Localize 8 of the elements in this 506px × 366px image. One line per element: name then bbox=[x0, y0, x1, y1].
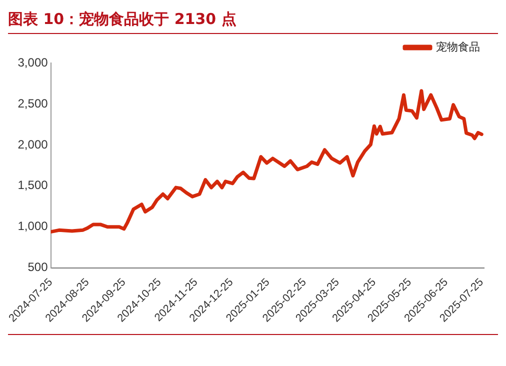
y-tick-label: 1,500 bbox=[18, 178, 48, 192]
chart-title: 图表 10：宠物食品收于 2130 点 bbox=[8, 8, 498, 34]
y-tick-label: 2,500 bbox=[18, 96, 48, 110]
y-tick-label: 2,000 bbox=[18, 137, 48, 152]
y-tick-label: 1,000 bbox=[18, 219, 48, 234]
legend-label: 宠物食品 bbox=[436, 40, 480, 54]
y-tick-label: 500 bbox=[28, 260, 48, 274]
y-tick-label: 3,000 bbox=[18, 55, 48, 70]
